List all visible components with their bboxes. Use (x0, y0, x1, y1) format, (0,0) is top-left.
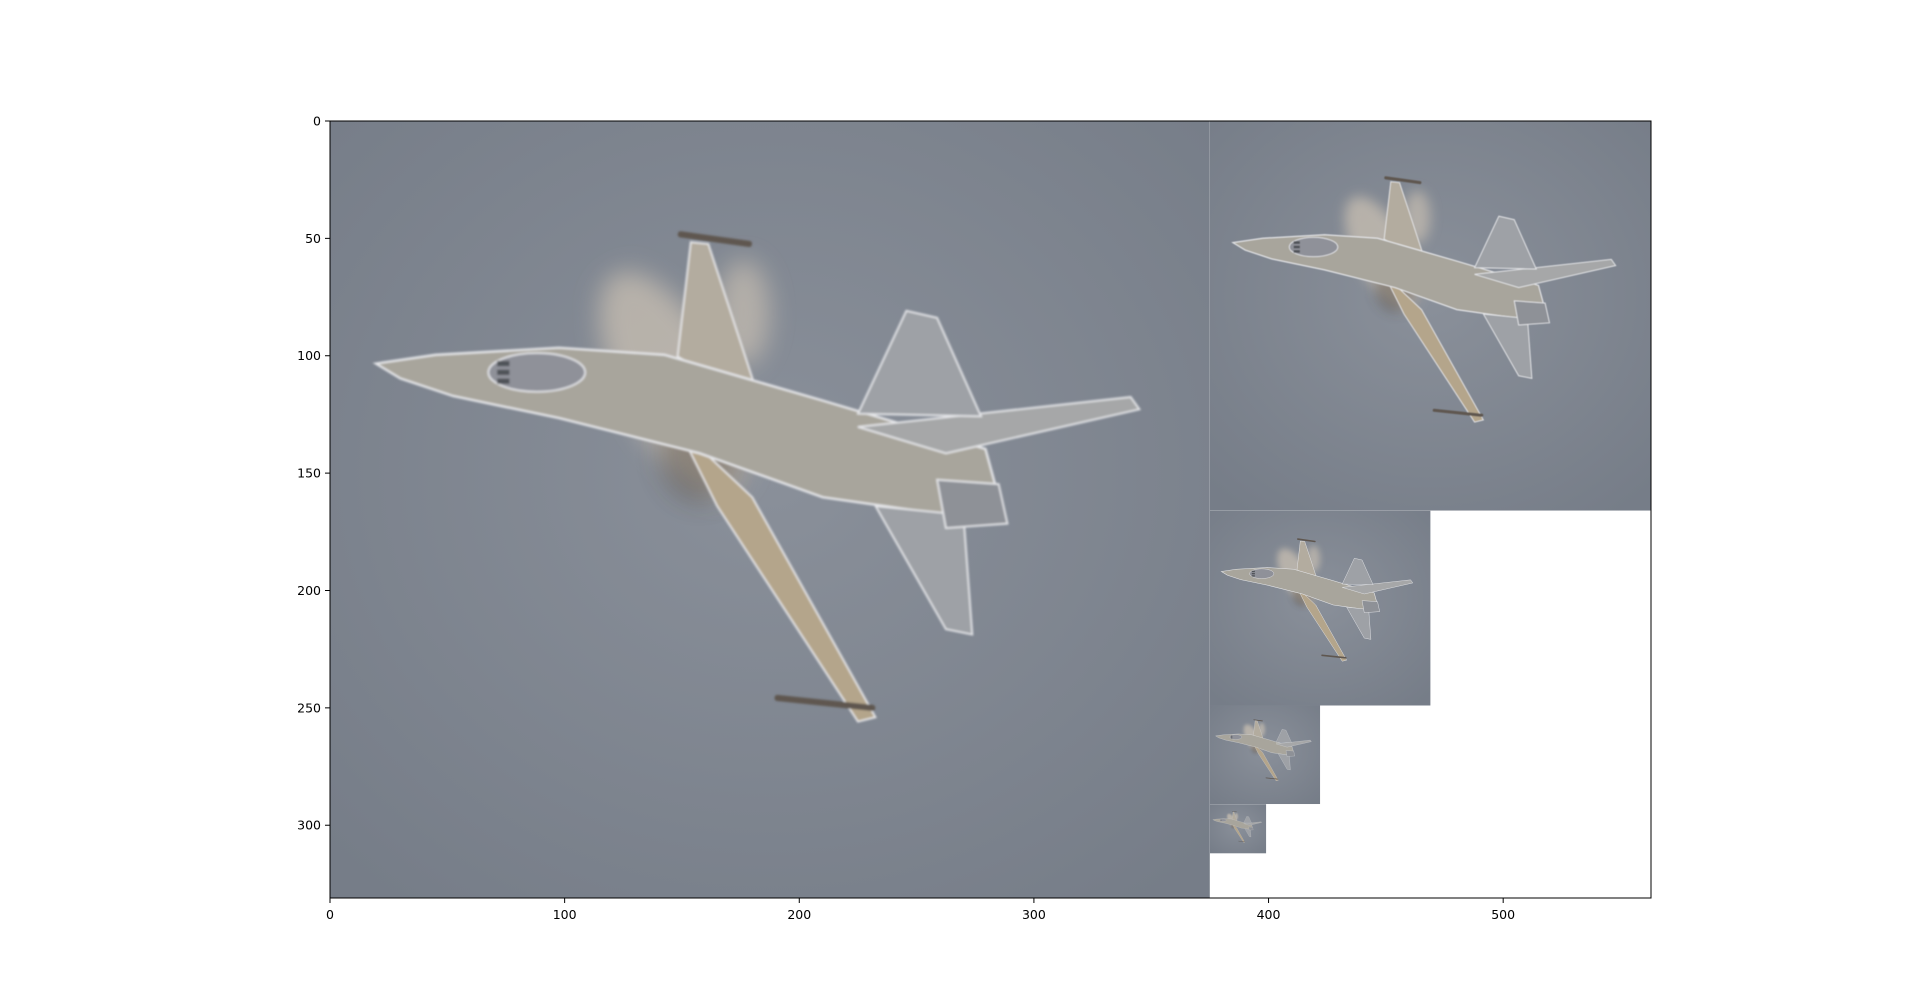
y-tick-label: 0 (313, 114, 321, 129)
y-tick-label: 100 (297, 348, 321, 363)
x-tick-label: 200 (787, 907, 811, 922)
image-region-level-3 (1209, 705, 1321, 805)
x-tick-label: 100 (553, 907, 577, 922)
axes-frame (329, 120, 1652, 899)
image-region-level-1 (1209, 121, 1651, 511)
y-axis: 0 50 100 150 200 250 300 (297, 114, 330, 833)
y-tick-label: 200 (297, 583, 321, 598)
region-background (1209, 510, 1431, 706)
region-background (1209, 705, 1321, 805)
image-region-level-4 (1209, 804, 1267, 854)
image-region-level-2 (1209, 510, 1431, 706)
y-tick-label: 250 (297, 700, 321, 715)
image-regions (330, 121, 1651, 898)
x-tick-label: 500 (1491, 907, 1515, 922)
x-axis: 0 100 200 300 400 500 (326, 898, 1515, 922)
x-tick-label: 300 (1022, 907, 1046, 922)
y-tick-label: 50 (305, 231, 321, 246)
region-background (330, 121, 1210, 898)
region-background (1209, 804, 1267, 854)
image-region-level-0 (330, 121, 1210, 898)
y-tick-label: 300 (297, 818, 321, 833)
axes: 0 100 200 300 400 500 0 50 100 150 200 250 300 (297, 114, 1652, 922)
x-tick-label: 400 (1257, 907, 1281, 922)
region-background (1209, 121, 1651, 511)
x-tick-label: 0 (326, 907, 334, 922)
y-tick-label: 150 (297, 466, 321, 481)
